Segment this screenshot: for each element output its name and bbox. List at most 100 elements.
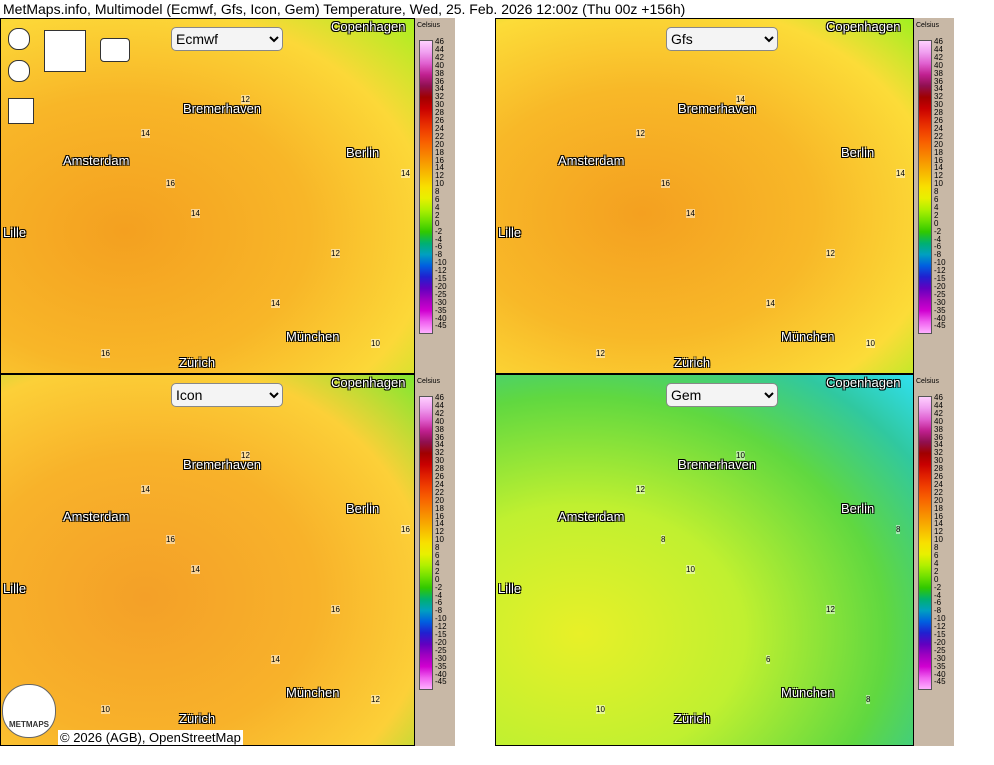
legend-tick: -6 <box>934 598 942 608</box>
legend-tick: 34 <box>435 84 444 94</box>
legend-tick: 8 <box>934 543 939 553</box>
legend-tick: 46 <box>435 393 444 402</box>
contour-label: 10 <box>736 451 745 460</box>
city-label: Berlin <box>841 501 875 516</box>
model-select[interactable]: Ecmwf <box>171 27 283 51</box>
legend-tick: 46 <box>934 37 943 46</box>
contour-label: 14 <box>686 209 695 218</box>
legend-tick: 2 <box>435 566 440 576</box>
legend: Celsius 46 44 42 40 38 36 34 32 30 28 26 24 22 20 18 16 1… <box>914 18 954 374</box>
legend-tick: 16 <box>435 155 444 165</box>
contour-label: 14 <box>766 299 775 308</box>
legend-tick: 14 <box>934 519 943 529</box>
legend-tick: 20 <box>435 139 444 149</box>
legend-tick: 0 <box>934 574 939 584</box>
legend-tick: 10 <box>435 535 444 545</box>
legend-tick: 10 <box>934 179 943 189</box>
contour-label: 14 <box>191 565 200 574</box>
legend-tick: 42 <box>934 52 943 62</box>
legend-tick: -10 <box>934 258 946 268</box>
legend-tick: 18 <box>934 147 943 157</box>
legend-tick: -35 <box>934 661 946 671</box>
city-label: Copenhagen <box>826 375 901 390</box>
legend-tick: 46 <box>934 393 943 402</box>
map-panel: Icon Copenhagen Bremerhaven Amsterdam Berlin… <box>0 374 415 746</box>
zoom-in[interactable] <box>8 28 30 50</box>
legend-tick: -4 <box>934 234 942 244</box>
legend-tick: 44 <box>435 400 444 410</box>
legend-tick: -25 <box>435 289 447 299</box>
legend-tick: -40 <box>934 669 946 679</box>
legend-tick: 6 <box>934 551 939 560</box>
contour-label: 16 <box>101 349 110 358</box>
legend-tick: -6 <box>934 242 942 252</box>
legend: Celsius 46 44 42 40 38 36 34 32 30 28 26 24 22 20 18 16 1… <box>415 18 455 374</box>
legend-tick: -25 <box>435 645 447 655</box>
legend-tick: 12 <box>934 171 943 181</box>
legend-tick: 42 <box>435 408 444 418</box>
city-label: Copenhagen <box>331 19 406 34</box>
legend-tick: -30 <box>435 297 447 307</box>
logo: METMAPS <box>2 684 56 738</box>
legend-tick: -8 <box>435 606 443 616</box>
legend-tick: 36 <box>934 432 943 442</box>
pan-arrows[interactable] <box>44 30 86 72</box>
legend-tick: -2 <box>934 226 942 236</box>
legend-tick: 14 <box>934 163 943 173</box>
legend: Celsius 46 44 42 40 38 36 34 32 30 28 26 24 22 20 18 16 1… <box>415 374 455 746</box>
legend-tick: 6 <box>435 551 440 560</box>
legend-tick: 36 <box>435 76 444 86</box>
legend-tick: -6 <box>435 242 443 252</box>
legend-tick: 28 <box>934 464 943 474</box>
legend-tick: 40 <box>435 60 444 70</box>
contour-label: 12 <box>826 605 835 614</box>
legend-tick: -12 <box>934 622 946 632</box>
legend-tick: 2 <box>435 210 440 220</box>
contour-label: 12 <box>826 249 835 258</box>
legend-unit: Celsius <box>916 378 939 385</box>
model-select[interactable]: Gem <box>666 383 778 407</box>
map-panel: Gfs Copenhagen Bremerhaven Amsterdam Berlin L… <box>495 18 914 374</box>
legend-tick: 12 <box>435 171 444 181</box>
legend-tick: -25 <box>934 645 946 655</box>
legend-tick: 14 <box>435 519 444 529</box>
legend-tick: 0 <box>934 218 939 228</box>
city-label: Berlin <box>346 145 380 160</box>
fullscreen-button[interactable] <box>8 98 34 124</box>
legend-tick: -20 <box>435 281 447 291</box>
legend-tick: 40 <box>435 416 444 426</box>
legend-tick: -10 <box>435 614 447 624</box>
legend-tick: -4 <box>435 234 443 244</box>
model-select[interactable]: Gfs <box>666 27 778 51</box>
legend-tick: 6 <box>435 195 440 204</box>
contour-label: 12 <box>241 95 250 104</box>
legend-tick: 34 <box>435 440 444 450</box>
contour-label: 12 <box>241 451 250 460</box>
legend-tick: -45 <box>934 321 946 331</box>
city-label: Zürich <box>179 355 216 370</box>
legend-tick: 12 <box>435 527 444 537</box>
legend-tick: 36 <box>934 76 943 86</box>
city-label: Berlin <box>346 501 380 516</box>
model-select[interactable]: Icon <box>171 383 283 407</box>
legend-tick: 42 <box>435 52 444 62</box>
legend-tick: 8 <box>435 543 440 553</box>
legend-tick: 0 <box>435 218 440 228</box>
legend: Celsius 46 44 42 40 38 36 34 32 30 28 26 24 22 20 18 16 1… <box>914 374 954 746</box>
contour-label: 14 <box>191 209 200 218</box>
city-label: Lille <box>498 581 522 596</box>
legend-tick: -35 <box>435 661 447 671</box>
zoom-out[interactable] <box>8 60 30 82</box>
legend-tick: -2 <box>435 226 443 236</box>
contour-label: 10 <box>596 705 605 714</box>
legend-tick: 28 <box>435 108 444 118</box>
legend-tick: 2 <box>934 566 939 576</box>
screenshot-button[interactable] <box>100 38 130 62</box>
legend-tick: 16 <box>435 511 444 521</box>
legend-tick: -10 <box>435 258 447 268</box>
legend-tick: 12 <box>934 527 943 537</box>
color-bar <box>419 396 433 690</box>
legend-tick: 20 <box>934 495 943 505</box>
legend-tick: -20 <box>934 281 946 291</box>
city-label: Lille <box>3 225 27 240</box>
